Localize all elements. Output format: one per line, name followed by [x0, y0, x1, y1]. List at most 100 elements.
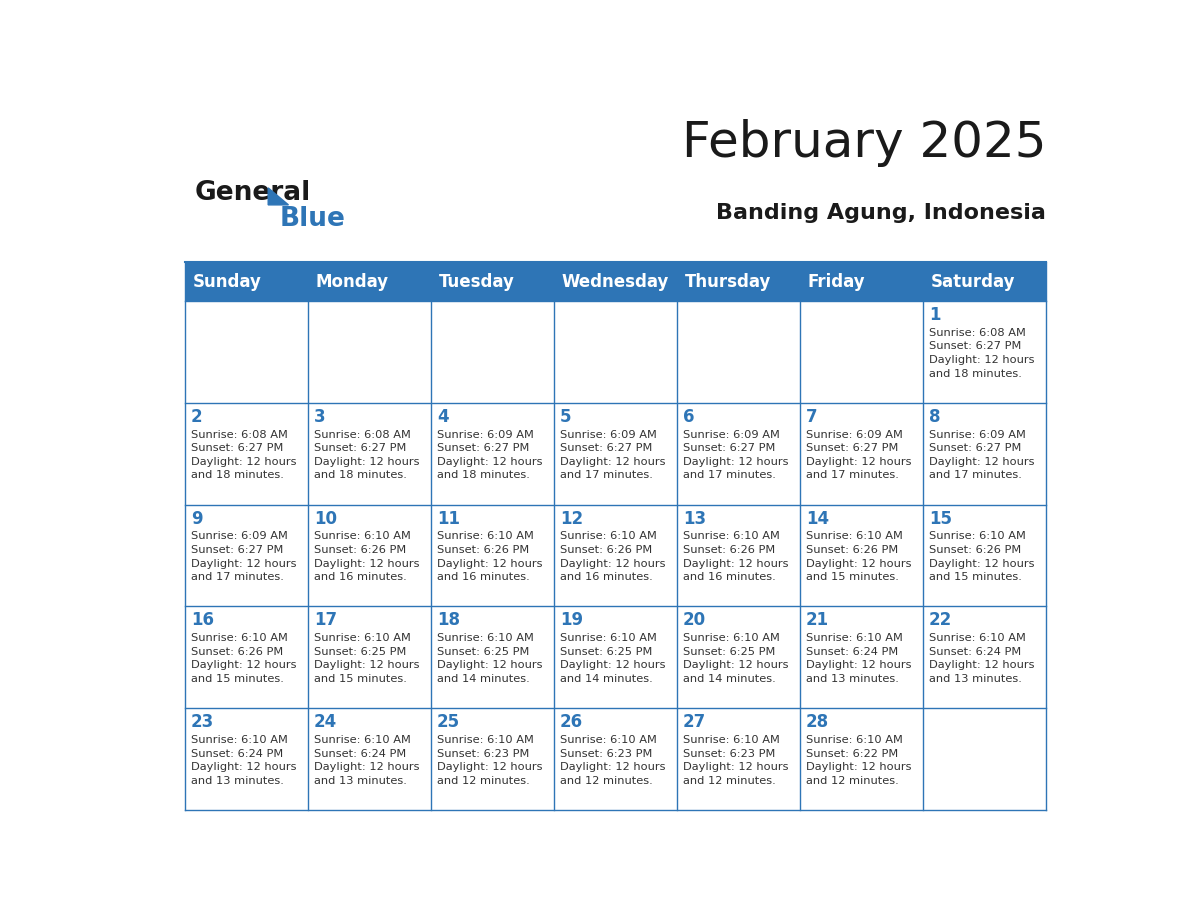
- Bar: [185, 708, 309, 810]
- Bar: [801, 607, 923, 708]
- Text: Sunrise: 6:10 AM
Sunset: 6:25 PM
Daylight: 12 hours
and 14 minutes.: Sunrise: 6:10 AM Sunset: 6:25 PM Dayligh…: [437, 633, 542, 684]
- Text: 20: 20: [683, 611, 706, 630]
- Bar: [677, 607, 801, 708]
- Text: 11: 11: [437, 509, 460, 528]
- Bar: [555, 301, 677, 403]
- Text: Sunrise: 6:10 AM
Sunset: 6:26 PM
Daylight: 12 hours
and 16 minutes.: Sunrise: 6:10 AM Sunset: 6:26 PM Dayligh…: [560, 532, 665, 582]
- Text: Sunrise: 6:09 AM
Sunset: 6:27 PM
Daylight: 12 hours
and 17 minutes.: Sunrise: 6:09 AM Sunset: 6:27 PM Dayligh…: [191, 532, 296, 582]
- Text: 19: 19: [560, 611, 583, 630]
- Text: Monday: Monday: [316, 273, 388, 291]
- Text: Sunrise: 6:10 AM
Sunset: 6:26 PM
Daylight: 12 hours
and 16 minutes.: Sunrise: 6:10 AM Sunset: 6:26 PM Dayligh…: [314, 532, 419, 582]
- Text: 17: 17: [314, 611, 337, 630]
- Bar: [923, 301, 1047, 403]
- Text: 24: 24: [314, 713, 337, 731]
- Text: 15: 15: [929, 509, 952, 528]
- Text: Sunrise: 6:09 AM
Sunset: 6:27 PM
Daylight: 12 hours
and 17 minutes.: Sunrise: 6:09 AM Sunset: 6:27 PM Dayligh…: [683, 430, 789, 480]
- Bar: [185, 301, 309, 403]
- Bar: [677, 403, 801, 505]
- Bar: [431, 403, 555, 505]
- Text: 27: 27: [683, 713, 706, 731]
- Bar: [923, 607, 1047, 708]
- Bar: [555, 607, 677, 708]
- Text: Sunrise: 6:10 AM
Sunset: 6:23 PM
Daylight: 12 hours
and 12 minutes.: Sunrise: 6:10 AM Sunset: 6:23 PM Dayligh…: [437, 735, 542, 786]
- Text: 22: 22: [929, 611, 952, 630]
- Text: Blue: Blue: [279, 206, 346, 231]
- Text: Sunrise: 6:10 AM
Sunset: 6:26 PM
Daylight: 12 hours
and 16 minutes.: Sunrise: 6:10 AM Sunset: 6:26 PM Dayligh…: [683, 532, 789, 582]
- Text: Friday: Friday: [808, 273, 865, 291]
- Text: Sunrise: 6:08 AM
Sunset: 6:27 PM
Daylight: 12 hours
and 18 minutes.: Sunrise: 6:08 AM Sunset: 6:27 PM Dayligh…: [314, 430, 419, 480]
- Text: 1: 1: [929, 306, 940, 324]
- Bar: [309, 708, 431, 810]
- Bar: [677, 301, 801, 403]
- Text: Sunday: Sunday: [192, 273, 261, 291]
- Text: Sunrise: 6:10 AM
Sunset: 6:24 PM
Daylight: 12 hours
and 13 minutes.: Sunrise: 6:10 AM Sunset: 6:24 PM Dayligh…: [805, 633, 911, 684]
- Text: Sunrise: 6:09 AM
Sunset: 6:27 PM
Daylight: 12 hours
and 17 minutes.: Sunrise: 6:09 AM Sunset: 6:27 PM Dayligh…: [560, 430, 665, 480]
- Bar: [801, 505, 923, 607]
- Text: Sunrise: 6:09 AM
Sunset: 6:27 PM
Daylight: 12 hours
and 18 minutes.: Sunrise: 6:09 AM Sunset: 6:27 PM Dayligh…: [437, 430, 542, 480]
- Text: 4: 4: [437, 408, 448, 426]
- Text: Sunrise: 6:10 AM
Sunset: 6:25 PM
Daylight: 12 hours
and 14 minutes.: Sunrise: 6:10 AM Sunset: 6:25 PM Dayligh…: [560, 633, 665, 684]
- Bar: [555, 505, 677, 607]
- Text: Sunrise: 6:10 AM
Sunset: 6:26 PM
Daylight: 12 hours
and 15 minutes.: Sunrise: 6:10 AM Sunset: 6:26 PM Dayligh…: [191, 633, 296, 684]
- Bar: [309, 607, 431, 708]
- Bar: [431, 607, 555, 708]
- Text: Sunrise: 6:09 AM
Sunset: 6:27 PM
Daylight: 12 hours
and 17 minutes.: Sunrise: 6:09 AM Sunset: 6:27 PM Dayligh…: [929, 430, 1035, 480]
- Text: 2: 2: [191, 408, 202, 426]
- Text: Sunrise: 6:10 AM
Sunset: 6:26 PM
Daylight: 12 hours
and 16 minutes.: Sunrise: 6:10 AM Sunset: 6:26 PM Dayligh…: [437, 532, 542, 582]
- Text: 25: 25: [437, 713, 460, 731]
- Text: 18: 18: [437, 611, 460, 630]
- Text: 21: 21: [805, 611, 829, 630]
- Bar: [309, 403, 431, 505]
- Bar: [923, 708, 1047, 810]
- Text: 3: 3: [314, 408, 326, 426]
- Text: Sunrise: 6:10 AM
Sunset: 6:24 PM
Daylight: 12 hours
and 13 minutes.: Sunrise: 6:10 AM Sunset: 6:24 PM Dayligh…: [191, 735, 296, 786]
- Text: February 2025: February 2025: [682, 118, 1047, 167]
- Text: Sunrise: 6:10 AM
Sunset: 6:22 PM
Daylight: 12 hours
and 12 minutes.: Sunrise: 6:10 AM Sunset: 6:22 PM Dayligh…: [805, 735, 911, 786]
- Text: Sunrise: 6:10 AM
Sunset: 6:26 PM
Daylight: 12 hours
and 15 minutes.: Sunrise: 6:10 AM Sunset: 6:26 PM Dayligh…: [805, 532, 911, 582]
- Text: 28: 28: [805, 713, 829, 731]
- Text: Saturday: Saturday: [930, 273, 1015, 291]
- Bar: [677, 708, 801, 810]
- Text: 8: 8: [929, 408, 940, 426]
- Bar: [431, 301, 555, 403]
- Text: 13: 13: [683, 509, 706, 528]
- Text: Sunrise: 6:09 AM
Sunset: 6:27 PM
Daylight: 12 hours
and 17 minutes.: Sunrise: 6:09 AM Sunset: 6:27 PM Dayligh…: [805, 430, 911, 480]
- Text: 9: 9: [191, 509, 202, 528]
- Text: 23: 23: [191, 713, 214, 731]
- Bar: [801, 301, 923, 403]
- Bar: [185, 263, 1047, 301]
- Bar: [431, 708, 555, 810]
- Text: 26: 26: [560, 713, 583, 731]
- Bar: [185, 505, 309, 607]
- Bar: [801, 708, 923, 810]
- Text: Sunrise: 6:10 AM
Sunset: 6:25 PM
Daylight: 12 hours
and 14 minutes.: Sunrise: 6:10 AM Sunset: 6:25 PM Dayligh…: [683, 633, 789, 684]
- Bar: [677, 505, 801, 607]
- Text: 10: 10: [314, 509, 337, 528]
- Text: Sunrise: 6:10 AM
Sunset: 6:25 PM
Daylight: 12 hours
and 15 minutes.: Sunrise: 6:10 AM Sunset: 6:25 PM Dayligh…: [314, 633, 419, 684]
- Bar: [923, 403, 1047, 505]
- Bar: [185, 403, 309, 505]
- Text: Sunrise: 6:10 AM
Sunset: 6:23 PM
Daylight: 12 hours
and 12 minutes.: Sunrise: 6:10 AM Sunset: 6:23 PM Dayligh…: [560, 735, 665, 786]
- Text: 7: 7: [805, 408, 817, 426]
- Bar: [555, 708, 677, 810]
- Text: 6: 6: [683, 408, 694, 426]
- Polygon shape: [268, 188, 289, 205]
- Bar: [431, 505, 555, 607]
- Text: Sunrise: 6:10 AM
Sunset: 6:24 PM
Daylight: 12 hours
and 13 minutes.: Sunrise: 6:10 AM Sunset: 6:24 PM Dayligh…: [314, 735, 419, 786]
- Bar: [185, 607, 309, 708]
- Text: General: General: [195, 180, 311, 206]
- Text: 5: 5: [560, 408, 571, 426]
- Text: Tuesday: Tuesday: [438, 273, 514, 291]
- Text: Wednesday: Wednesday: [562, 273, 669, 291]
- Text: Sunrise: 6:10 AM
Sunset: 6:24 PM
Daylight: 12 hours
and 13 minutes.: Sunrise: 6:10 AM Sunset: 6:24 PM Dayligh…: [929, 633, 1035, 684]
- Text: 16: 16: [191, 611, 214, 630]
- Bar: [555, 403, 677, 505]
- Text: Sunrise: 6:10 AM
Sunset: 6:23 PM
Daylight: 12 hours
and 12 minutes.: Sunrise: 6:10 AM Sunset: 6:23 PM Dayligh…: [683, 735, 789, 786]
- Bar: [801, 403, 923, 505]
- Text: 12: 12: [560, 509, 583, 528]
- Text: Thursday: Thursday: [684, 273, 771, 291]
- Text: Sunrise: 6:10 AM
Sunset: 6:26 PM
Daylight: 12 hours
and 15 minutes.: Sunrise: 6:10 AM Sunset: 6:26 PM Dayligh…: [929, 532, 1035, 582]
- Text: Sunrise: 6:08 AM
Sunset: 6:27 PM
Daylight: 12 hours
and 18 minutes.: Sunrise: 6:08 AM Sunset: 6:27 PM Dayligh…: [929, 328, 1035, 378]
- Bar: [923, 505, 1047, 607]
- Bar: [309, 301, 431, 403]
